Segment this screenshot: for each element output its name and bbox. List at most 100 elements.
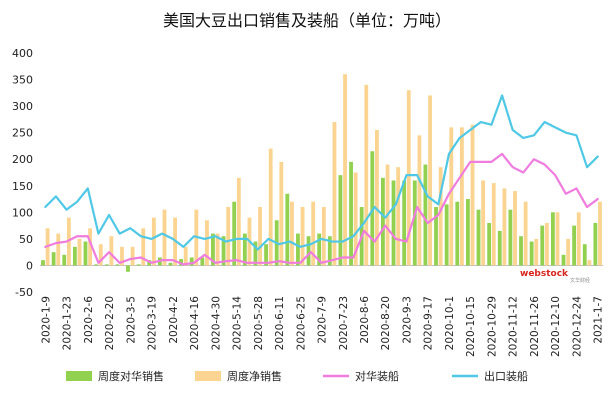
bar-net-sales <box>311 201 316 266</box>
bar-china-sales <box>327 236 332 266</box>
bar-china-sales <box>200 257 205 266</box>
bar-china-sales <box>189 257 194 266</box>
legend: 周度对华销售 周度净销售 对华装船 出口装船 <box>66 369 528 383</box>
bar-net-sales <box>56 233 61 266</box>
x-tick-label: 2020-6-11 <box>274 296 286 350</box>
y-tick-label: 200 <box>12 153 33 166</box>
legend-net-sales-label: 周度净销售 <box>227 369 282 383</box>
x-tick-label: 2020-10-15 <box>465 296 477 357</box>
watermark-subtext: 文华财经 <box>570 277 590 284</box>
bar-net-sales <box>428 95 432 266</box>
bar-net-sales <box>544 222 549 266</box>
bar-net-sales <box>449 127 454 266</box>
bar-net-sales <box>77 238 82 266</box>
bar-series <box>41 74 602 272</box>
bar-china-sales <box>179 259 183 266</box>
bar-china-sales <box>508 209 513 266</box>
bar-net-sales <box>555 212 560 266</box>
bar-china-sales <box>402 180 407 266</box>
y-tick-label: 100 <box>12 206 33 219</box>
watermark-brand: webstock <box>520 269 569 279</box>
bar-net-sales <box>375 130 379 266</box>
bar-china-sales <box>593 222 598 266</box>
bar-net-sales <box>481 180 486 266</box>
bar-net-sales <box>141 228 146 266</box>
bar-net-sales <box>438 167 443 266</box>
bar-net-sales <box>290 201 294 266</box>
x-tick-label: 2020-10-29 <box>486 296 498 357</box>
bar-net-sales <box>236 177 241 266</box>
x-tick-label: 2020-7-23 <box>338 296 350 350</box>
bar-net-sales <box>279 161 284 266</box>
x-tick-label: 2020-4-2 <box>168 296 180 344</box>
bar-net-sales <box>534 238 539 266</box>
legend-net-sales-swatch <box>195 371 221 381</box>
x-tick-label: 2020-10-1 <box>444 296 456 350</box>
line-series <box>44 94 599 266</box>
bar-china-sales <box>168 262 173 266</box>
x-tick-label: 2020-1-23 <box>62 296 74 350</box>
bar-net-sales <box>300 207 305 266</box>
bar-china-sales <box>285 193 290 266</box>
bar-china-sales <box>519 236 523 266</box>
bar-china-sales <box>83 241 88 266</box>
x-tick-label: 2020-8-6 <box>359 296 371 344</box>
bar-china-sales <box>338 175 343 266</box>
legend-china-sales-swatch <box>66 371 92 381</box>
bar-net-sales <box>576 212 581 266</box>
x-tick-label: 2020-8-20 <box>380 296 392 350</box>
bar-china-sales <box>465 199 470 266</box>
bar-net-sales <box>98 244 103 266</box>
bar-china-sales <box>423 164 428 266</box>
bar-china-sales <box>136 264 141 266</box>
bar-net-sales <box>226 207 231 266</box>
line-export-shipments <box>44 94 599 251</box>
bar-china-sales <box>476 209 481 266</box>
y-tick-label: 300 <box>12 100 33 113</box>
bar-china-sales <box>115 264 120 266</box>
bar-net-sales <box>513 191 517 266</box>
x-tick-label: 2020-11-12 <box>508 296 520 357</box>
bar-china-sales <box>264 244 268 266</box>
bar-net-sales <box>130 246 135 266</box>
y-tick-label: 50 <box>19 233 33 246</box>
y-tick-label: 400 <box>12 47 33 60</box>
line-china-shipments <box>44 152 599 266</box>
bar-china-sales <box>497 230 502 266</box>
bar-china-sales <box>232 201 237 266</box>
bar-china-sales <box>487 222 492 266</box>
x-tick-label: 2021-1-7 <box>593 296 605 344</box>
bar-net-sales <box>406 90 411 266</box>
bar-china-sales <box>391 180 396 266</box>
x-tick-label: 2020-2-6 <box>83 296 95 344</box>
y-tick-label: -50 <box>15 286 33 299</box>
bar-net-sales <box>151 217 156 266</box>
bar-china-sales <box>72 246 77 266</box>
bar-net-sales <box>183 246 188 266</box>
watermark-logo: webstock 文华财经 <box>517 268 594 285</box>
bar-china-sales <box>349 161 353 266</box>
y-tick-label: 350 <box>12 74 33 87</box>
bar-net-sales <box>566 238 571 266</box>
bar-china-sales <box>51 252 56 266</box>
x-tick-label: 2020-4-16 <box>189 296 201 351</box>
x-tick-label: 2020-4-30 <box>210 296 222 350</box>
x-tick-label: 2020-11-26 <box>529 296 541 357</box>
x-tick-label: 2020-6-25 <box>295 296 307 350</box>
bar-net-sales <box>598 201 602 266</box>
bar-china-sales <box>126 265 130 272</box>
bar-china-sales <box>561 254 566 266</box>
x-tick-label: 2020-3-19 <box>147 296 159 350</box>
bar-net-sales <box>523 201 528 266</box>
bar-china-sales <box>253 241 258 266</box>
bar-china-sales <box>211 233 215 266</box>
bar-net-sales <box>470 124 475 266</box>
x-tick-label: 2020-2-20 <box>104 296 116 350</box>
bar-net-sales <box>332 122 337 266</box>
bar-net-sales <box>321 207 326 266</box>
y-tick-label: 0 <box>26 259 33 272</box>
bar-china-sales <box>444 204 449 266</box>
legend-export-shipments-label: 出口装船 <box>484 369 528 383</box>
